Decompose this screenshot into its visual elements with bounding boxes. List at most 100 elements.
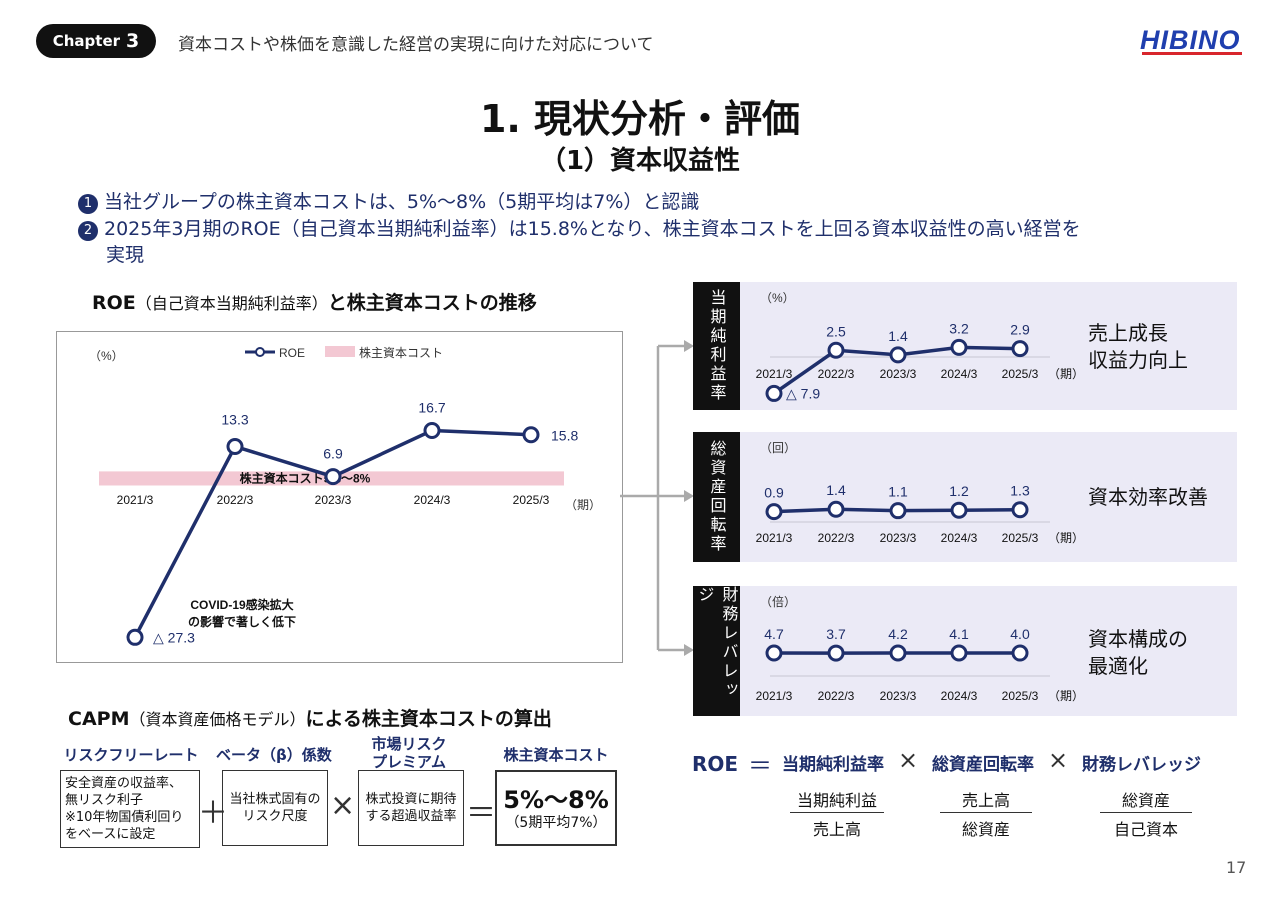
- mini-x-tick: 2025/3: [1002, 367, 1039, 381]
- roe-x-unit: （期）: [565, 498, 601, 512]
- roe-x-tick: 2023/3: [315, 493, 352, 507]
- legend-band-text: 株主資本コスト: [359, 345, 443, 360]
- capm-box-line: 株式投資に期待: [365, 792, 457, 807]
- bullet-2-continued: 実現: [106, 244, 145, 266]
- roe-value-label: 15.8: [551, 428, 578, 444]
- panel-note: 資本構成の 最適化: [1088, 626, 1188, 680]
- roe-legend: ROE 株主資本コスト: [245, 345, 443, 360]
- note-line: 資本効率改善: [1088, 485, 1208, 509]
- note-line: 収益力向上: [1088, 348, 1188, 372]
- formula-times-1: ×: [898, 746, 919, 774]
- roe-x-tick: 2024/3: [414, 493, 451, 507]
- mini-value-label: 3.2: [949, 320, 969, 336]
- mini-x-tick: 2023/3: [880, 689, 917, 703]
- mini-x-tick: 2025/3: [1002, 689, 1039, 703]
- denominator-2: 総資産: [961, 820, 1010, 839]
- mini-unit-label: （倍）: [760, 594, 796, 609]
- formula-equals: ＝: [748, 752, 772, 780]
- mini-point: [889, 502, 907, 520]
- covid-annotation: の影響で著しく低下: [188, 614, 296, 629]
- covid-annotation: COVID-19感染拡大: [190, 597, 293, 612]
- denominator-1: 売上高: [812, 820, 861, 839]
- company-logo: HIBINO: [1140, 24, 1246, 56]
- mini-x-tick: 2022/3: [818, 367, 855, 381]
- mini-x-tick: 2024/3: [941, 689, 978, 703]
- panel-note: 売上成長 収益力向上: [1088, 320, 1188, 374]
- mini-x-tick: 2021/3: [756, 531, 793, 545]
- net-margin-chart: （%） 2021/3 2022/3 2023/3 2024/3 2025/3 （期） △ 7.…: [756, 291, 1084, 402]
- svg-text:HIBINO: HIBINO: [1140, 25, 1241, 55]
- roe-section-title: ROE（自己資本当期純利益率）と株主資本コストの推移: [92, 288, 537, 315]
- capm-box-result: 5%～8% （5期平均7%）: [495, 770, 617, 846]
- roe-title-rest: と株主資本コストの推移: [327, 292, 537, 314]
- roe-value-label: △ 27.3: [153, 629, 195, 645]
- roe-title-paren: （自己資本当期純利益率）: [135, 294, 328, 313]
- denominator-3: 自己資本: [1113, 820, 1178, 839]
- mini-x-unit: （期）: [1048, 367, 1084, 381]
- mini-value-label: 3.7: [826, 626, 846, 642]
- page-subtitle: （1）資本収益性: [539, 146, 741, 176]
- mini-x-tick: 2022/3: [818, 531, 855, 545]
- mini-point: [889, 644, 907, 662]
- panel-asset-turnover: 総資産回転率 （回） 2021/3 2022/3 2023/3 2024/3 2025/3…: [693, 432, 1237, 562]
- roe-point: [324, 468, 342, 486]
- leverage-chart: （倍） 2021/3 2022/3 2023/3 2024/3 2025/3 （期） 4.7 3…: [756, 594, 1084, 703]
- mini-x-unit: （期）: [1048, 689, 1084, 703]
- panel-label: 総資産回転率: [693, 432, 740, 562]
- capm-head-beta: ベータ（β）係数: [216, 746, 332, 764]
- fraction-line-3: [1100, 812, 1192, 813]
- roe-value-label: 16.7: [418, 400, 445, 416]
- capm-box-line: ※10年物国債利回り: [65, 810, 184, 825]
- mini-point: [827, 644, 845, 662]
- capm-head-cost: 株主資本コスト: [503, 746, 609, 764]
- mini-unit-label: （回）: [760, 441, 796, 455]
- panel-note: 資本効率改善: [1088, 484, 1208, 511]
- note-line: 資本構成の: [1088, 627, 1188, 651]
- mini-x-tick: 2024/3: [941, 531, 978, 545]
- bullet-2: 2 2025年3月期のROE（自己資本当期純利益率）は15.8%となり、株主資本コ…: [78, 214, 1081, 241]
- mini-value-label: 0.9: [764, 485, 784, 501]
- mini-point: [1011, 644, 1029, 662]
- legend-band-swatch: [325, 346, 355, 357]
- numerator-2: 売上高: [961, 791, 1010, 810]
- capm-box-line: する超過収益率: [365, 809, 457, 824]
- mini-x-tick: 2024/3: [941, 367, 978, 381]
- formula-term-3: 財務レバレッジ: [1082, 755, 1201, 775]
- mini-value-label: 4.1: [949, 626, 969, 642]
- header-text: 資本コストや株価を意識した経営の実現に向けた対応について: [178, 35, 654, 55]
- roe-point: [522, 426, 540, 444]
- mini-x-unit: （期）: [1048, 531, 1084, 545]
- mini-x-tick: 2021/3: [756, 689, 793, 703]
- roe-chart-frame: （%） ROE 株主資本コスト 株主資本コスト5%～8% 2021/3 2022/3…: [56, 331, 623, 663]
- capm-box-premium: 株式投資に期待 する超過収益率: [358, 770, 464, 846]
- mini-value-label: 4.0: [1010, 626, 1030, 642]
- capm-section-title: CAPM（資本資産価格モデル）による株主資本コストの算出: [68, 704, 552, 731]
- asset-turnover-chart: （回） 2021/3 2022/3 2023/3 2024/3 2025/3 （期） 0.9 1…: [756, 441, 1084, 545]
- legend-roe-text: ROE: [279, 346, 305, 360]
- mini-value-label: 1.2: [949, 483, 969, 499]
- formula-term-1: 当期純利益率: [782, 755, 884, 775]
- page-title: 1. 現状分析・評価: [479, 97, 801, 141]
- roe-x-tick: 2021/3: [117, 493, 154, 507]
- capm-head-line: プレミアム: [372, 753, 446, 771]
- legend-roe-marker: [255, 347, 265, 357]
- mini-value-label: 1.4: [888, 328, 908, 344]
- bullet-text: 当社グループの株主資本コストは、5%～8%（5期平均は7%）と認識: [104, 191, 700, 213]
- cost-band-label: 株主資本コスト5%～8%: [240, 470, 371, 485]
- capm-box-beta: 当社株式固有の リスク尺度: [222, 770, 328, 846]
- mini-value-label: 1.4: [826, 482, 846, 498]
- mini-x-tick: 2023/3: [880, 367, 917, 381]
- formula-term-2: 総資産回転率: [932, 755, 1034, 775]
- roe-point: [423, 422, 441, 440]
- mini-point: [827, 341, 845, 359]
- bullet-1: 1 当社グループの株主資本コストは、5%～8%（5期平均は7%）と認識: [78, 187, 699, 214]
- capm-box-line: 安全資産の収益率、: [65, 776, 183, 791]
- bullet-number: 1: [78, 194, 98, 214]
- bullet-text: 2025年3月期のROE（自己資本当期純利益率）は15.8%となり、株主資本コス…: [104, 218, 1081, 240]
- fraction-line-2: [940, 812, 1032, 813]
- capm-box-line: 無リスク利子: [65, 793, 144, 808]
- capm-head-riskfree: リスクフリーレート: [63, 746, 199, 764]
- formula-times-2: ×: [1048, 746, 1069, 774]
- fraction-line-1: [790, 812, 884, 813]
- roe-x-tick: 2025/3: [513, 493, 550, 507]
